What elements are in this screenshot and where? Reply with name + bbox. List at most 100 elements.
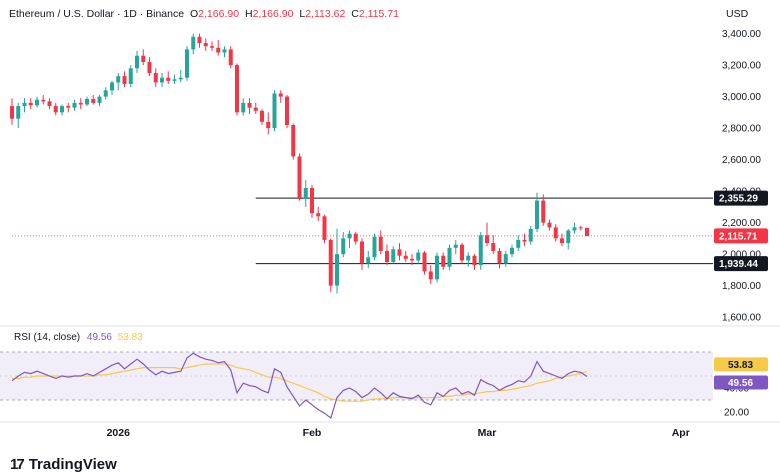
candle-body (22, 102, 27, 107)
candle-body (247, 102, 252, 108)
candle-body (391, 249, 396, 262)
time-tick-label: Mar (478, 427, 497, 439)
candle-body (585, 227, 589, 236)
price-tick-label: 2,800.00 (722, 124, 761, 135)
candle-body (116, 76, 121, 83)
candle-body (291, 124, 296, 157)
candle-body (210, 46, 214, 48)
candle-body (303, 187, 308, 199)
rsi-badge-label: 49.56 (728, 378, 753, 389)
high-value: 2,166.90 (252, 8, 294, 20)
candle-body (478, 235, 483, 266)
tradingview-logo-icon: 17 (10, 456, 25, 473)
candle-body (560, 238, 564, 244)
candle-body (541, 200, 546, 223)
low-value: 2,113.62 (305, 8, 346, 20)
candle-body (153, 73, 158, 83)
candle-body (553, 227, 558, 239)
candle-body (466, 255, 471, 261)
candle-body (316, 213, 321, 217)
candle-body (416, 252, 421, 261)
open-label: O (190, 8, 199, 20)
candlestick-series (10, 33, 589, 294)
candle-body (453, 244, 458, 248)
candle-body (522, 239, 527, 242)
candle-body (47, 101, 52, 107)
candle-body (403, 255, 408, 259)
level-label-bg (714, 256, 768, 272)
rsi-badge (714, 375, 768, 390)
candle-body (535, 200, 539, 229)
candle-body (235, 65, 239, 113)
candle-body (397, 249, 402, 256)
candle-body (516, 239, 521, 248)
price-tick-label: 3,200.00 (722, 61, 761, 72)
tradingview-logo: 17 TradingView (10, 456, 117, 473)
candle-body (197, 36, 202, 44)
rsi-title: RSI (14, close) (14, 332, 81, 343)
time-axis: 2026 Feb Mar Apr (0, 421, 780, 439)
candle-body (578, 227, 583, 229)
candle-body (385, 250, 389, 262)
candle-body (503, 254, 508, 264)
candle-body (510, 247, 514, 255)
candle-body (428, 271, 433, 280)
candle-body (60, 106, 64, 113)
candle-body (441, 255, 446, 267)
rsi-line (11, 352, 588, 420)
candle-body (460, 244, 464, 261)
candle-body (547, 222, 552, 228)
logo-text: TradingView (28, 456, 117, 473)
candle-body (253, 107, 258, 111)
candle-body (297, 156, 302, 199)
high-label: H (244, 8, 253, 20)
symbol-title: Ethereum / U.S. Dollar · 1D · Binance (9, 8, 185, 20)
candle-body (335, 254, 339, 286)
candle-body (72, 102, 77, 108)
candle-body (110, 82, 114, 91)
candle-body (528, 228, 533, 242)
candle-body (228, 49, 233, 66)
candle-body (53, 106, 58, 113)
candle-body (285, 96, 289, 125)
rsi-value: 49.56 (86, 332, 112, 343)
candle-body (85, 98, 89, 105)
candle-body (191, 36, 196, 50)
candle-body (341, 238, 346, 255)
candle-body (135, 55, 139, 69)
price-tick-label: 3,000.00 (722, 92, 761, 103)
chart-header: Ethereum / U.S. Dollar · 1D · Binance O 2… (9, 8, 399, 20)
last-price-label-bg (714, 228, 768, 244)
candle-body (447, 247, 452, 267)
level-label: 2,355.29 (719, 194, 758, 205)
candle-body (566, 230, 571, 244)
candle-body (141, 55, 146, 62)
candle-body (472, 255, 477, 266)
candle-body (491, 243, 496, 251)
candle-body (78, 102, 83, 105)
currency-label[interactable]: USD (726, 8, 749, 20)
time-tick-label: 2026 (107, 427, 131, 439)
rsi-ma-badge (714, 357, 768, 372)
horizontal-levels: 2,355.29 1,939.44 2,115.71 (12, 190, 768, 272)
candle-body (28, 102, 33, 106)
candle-body (97, 96, 102, 103)
candle-body (103, 90, 108, 97)
last-price-label: 2,115.71 (719, 231, 758, 242)
candle-body (435, 255, 439, 280)
candle-body (35, 99, 39, 106)
candle-body (353, 233, 358, 242)
candle-body (497, 250, 502, 264)
candle-body (278, 93, 283, 97)
rsi-ma-value: 53.83 (117, 332, 143, 343)
candle-body (178, 77, 183, 80)
candle-body (41, 99, 46, 102)
candle-body (410, 258, 414, 261)
candle-body (378, 236, 383, 251)
price-tick-label: 3,400.00 (722, 29, 761, 40)
rsi-tick-label: 20.00 (724, 408, 749, 419)
price-tick-label: 1,800.00 (722, 281, 761, 292)
candle-body (172, 79, 177, 81)
